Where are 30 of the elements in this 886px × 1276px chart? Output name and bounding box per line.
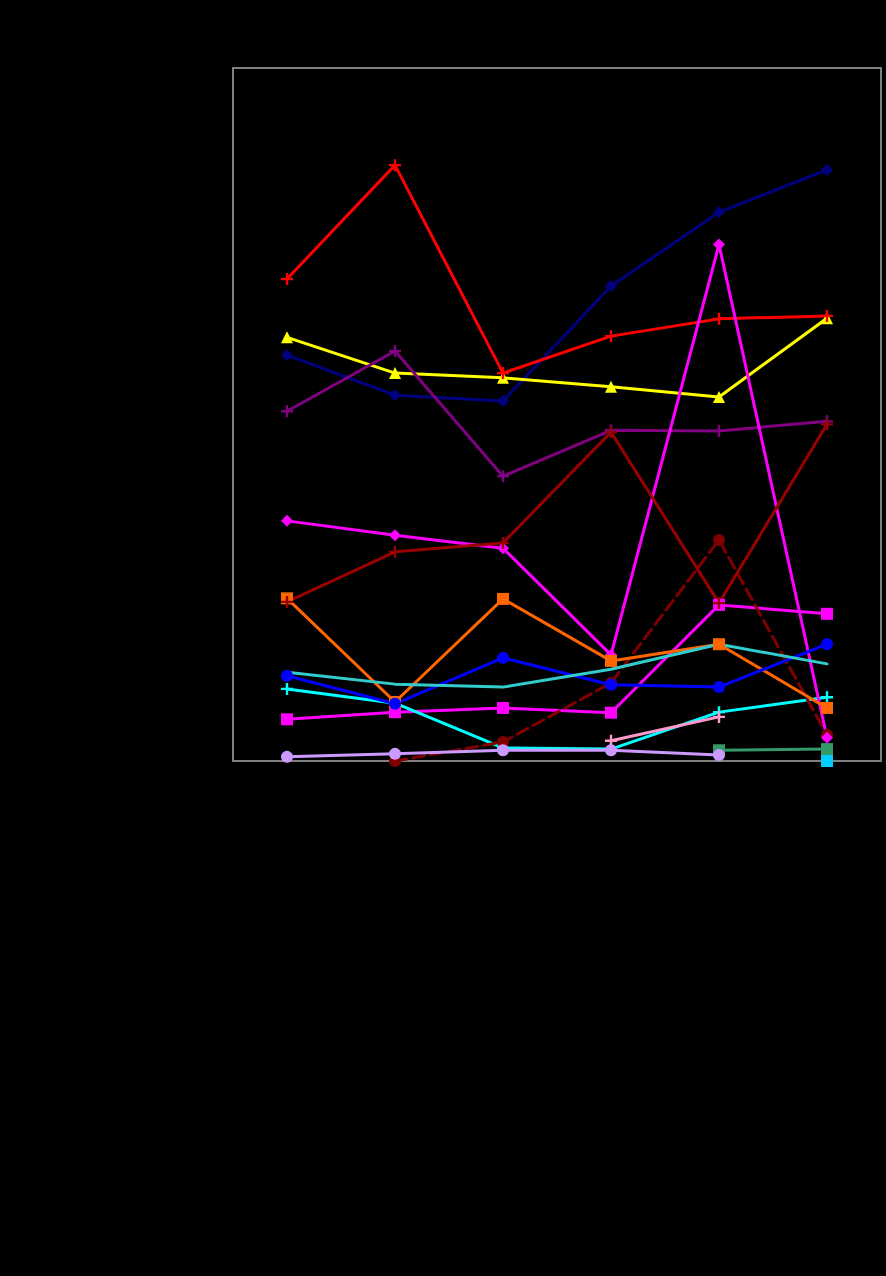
point xyxy=(497,701,509,714)
point xyxy=(605,380,617,393)
point xyxy=(281,514,293,527)
point xyxy=(821,755,833,767)
point xyxy=(281,669,293,682)
point xyxy=(821,701,833,714)
point xyxy=(389,367,401,380)
point xyxy=(713,638,725,651)
point xyxy=(821,743,833,756)
point xyxy=(821,163,833,176)
point xyxy=(497,592,509,605)
point xyxy=(497,395,509,408)
point xyxy=(281,750,293,763)
point xyxy=(605,654,617,667)
point xyxy=(713,681,725,694)
point xyxy=(389,389,401,402)
point xyxy=(281,349,293,362)
point xyxy=(389,747,401,760)
point xyxy=(605,706,617,719)
point xyxy=(389,529,401,542)
point xyxy=(281,331,293,344)
point xyxy=(713,206,725,219)
point xyxy=(605,280,617,293)
point xyxy=(281,713,293,726)
point xyxy=(713,749,725,762)
point xyxy=(821,638,833,651)
point xyxy=(713,390,725,403)
point xyxy=(713,533,725,546)
point xyxy=(821,607,833,620)
point xyxy=(497,651,509,664)
